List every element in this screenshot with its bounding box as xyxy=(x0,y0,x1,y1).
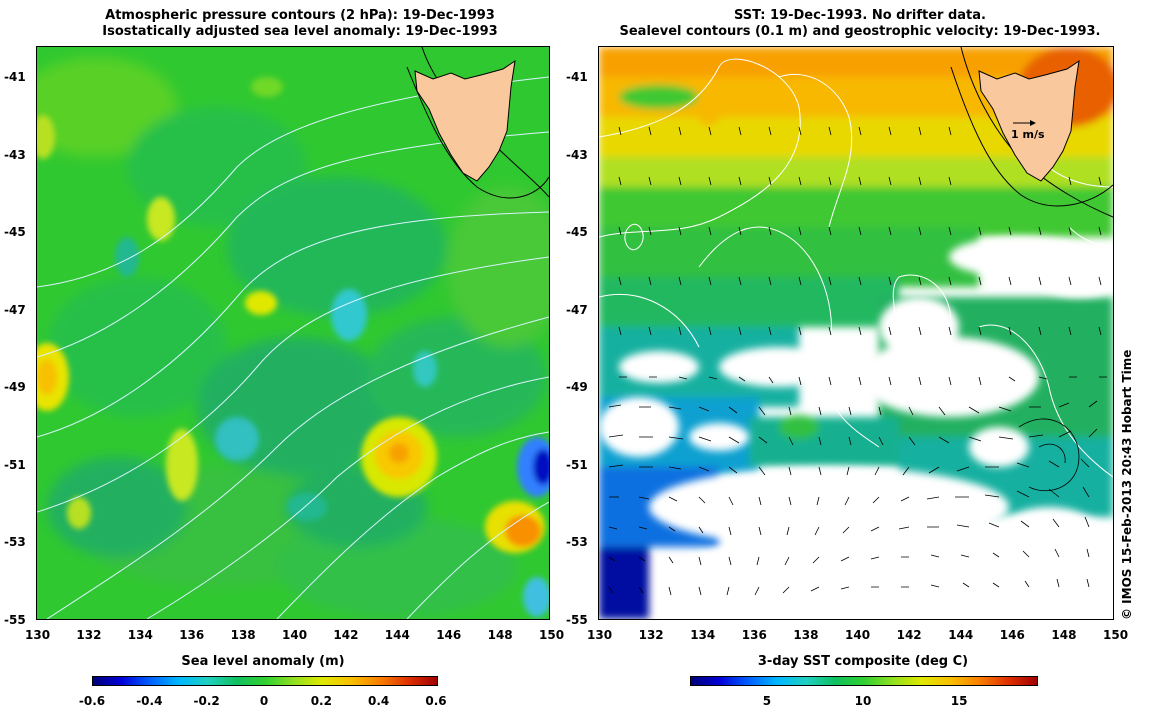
colorbar-tick: 0 xyxy=(259,694,269,708)
colorbar-tick: 0.2 xyxy=(310,694,332,708)
right-x-tick-142: 142 xyxy=(896,628,922,642)
left-x-tick-132: 132 xyxy=(76,628,102,642)
sst-colorbar xyxy=(690,676,1038,686)
cloud-mask xyxy=(599,237,1119,627)
left-x-tick-144: 144 xyxy=(384,628,410,642)
right-x-tick-132: 132 xyxy=(638,628,664,642)
right-y-tick-m45: -45 xyxy=(566,225,588,240)
tasmania-land xyxy=(978,59,1080,182)
right-y-tick-m53: -53 xyxy=(566,535,588,550)
left-y-tick-m51: -51 xyxy=(4,457,26,472)
sst-svg: 1 m/s xyxy=(598,46,1119,627)
sea-level-anomaly-map[interactable] xyxy=(17,46,567,620)
left-x-tick-142: 142 xyxy=(333,628,359,642)
left-x-tick-134: 134 xyxy=(127,628,153,642)
colorbar-tick: 15 xyxy=(950,694,968,708)
sst-map[interactable]: 1 m/s xyxy=(598,46,1119,627)
colorbar-tick: -0.2 xyxy=(193,694,220,708)
left-y-tick-m41: -41 xyxy=(4,70,26,85)
colorbar-tick: 0.4 xyxy=(368,694,390,708)
right-x-tick-144: 144 xyxy=(948,628,974,642)
right-y-tick-m47: -47 xyxy=(566,302,588,317)
left-y-tick-m43: -43 xyxy=(4,147,26,162)
colorbar-tick: 0.6 xyxy=(425,694,447,708)
right-y-tick-m51: -51 xyxy=(566,457,588,472)
left-x-tick-138: 138 xyxy=(230,628,256,642)
left-y-tick-m53: -53 xyxy=(4,535,26,550)
left-x-tick-140: 140 xyxy=(282,628,308,642)
right-x-tick-140: 140 xyxy=(845,628,871,642)
left-x-tick-136: 136 xyxy=(179,628,205,642)
left-x-tick-150: 150 xyxy=(539,628,565,642)
right-colorbar-label: 3-day SST composite (deg C) xyxy=(757,654,969,669)
left-y-tick-m49: -49 xyxy=(4,380,26,395)
left-y-tick-m45: -45 xyxy=(4,225,26,240)
right-y-tick-m41: -41 xyxy=(566,70,588,85)
right-x-tick-136: 136 xyxy=(741,628,767,642)
colorbar-tick: -0.6 xyxy=(78,694,106,708)
velocity-arrows xyxy=(608,126,1107,596)
right-x-tick-148: 148 xyxy=(1051,628,1077,642)
right-y-tick-m49: -49 xyxy=(566,380,588,395)
right-title-line2: Sealevel contours (0.1 m) and geostrophi… xyxy=(619,24,1101,39)
left-title-line2: Isostatically adjusted sea level anomaly… xyxy=(102,24,498,39)
right-title-line1: SST: 19-Dec-1993. No drifter data. xyxy=(733,8,986,23)
left-x-tick-148: 148 xyxy=(487,628,513,642)
pressure-contours xyxy=(36,76,550,620)
left-colorbar-label: Sea level anomaly (m) xyxy=(181,654,345,669)
right-x-tick-138: 138 xyxy=(793,628,819,642)
copyright-notice: © IMOS 15-Feb-2013 20:43 Hobart Time xyxy=(1120,349,1134,620)
depth-contour-outer xyxy=(950,66,1114,207)
right-x-tick-150: 150 xyxy=(1103,628,1129,642)
right-x-tick-134: 134 xyxy=(690,628,716,642)
right-map-title: SST: 19-Dec-1993. No drifter data. Seale… xyxy=(590,8,1130,40)
left-y-tick-m47: -47 xyxy=(4,302,26,317)
right-x-tick-130: 130 xyxy=(587,628,613,642)
colorbar-tick: 5 xyxy=(762,694,772,708)
scale-arrow-label: 1 m/s xyxy=(1011,128,1045,141)
sea-level-colorbar xyxy=(92,676,438,686)
left-x-tick-130: 130 xyxy=(25,628,51,642)
sealevel-contours xyxy=(598,58,1114,478)
sea-level-anomaly-svg xyxy=(17,46,567,620)
colorbar-tick: -0.4 xyxy=(136,694,163,708)
right-x-tick-146: 146 xyxy=(999,628,1025,642)
left-map-title: Atmospheric pressure contours (2 hPa): 1… xyxy=(40,8,560,40)
tasmania-land xyxy=(414,59,516,182)
right-y-tick-m43: -43 xyxy=(566,147,588,162)
colorbar-tick: 10 xyxy=(854,694,872,708)
left-y-tick-m55: -55 xyxy=(4,613,26,627)
anomaly-field xyxy=(17,57,567,617)
left-x-tick-146: 146 xyxy=(436,628,462,642)
right-y-tick-m55: -55 xyxy=(566,613,588,627)
left-title-line1: Atmospheric pressure contours (2 hPa): 1… xyxy=(105,8,495,23)
depth-contour-outer xyxy=(406,66,550,199)
